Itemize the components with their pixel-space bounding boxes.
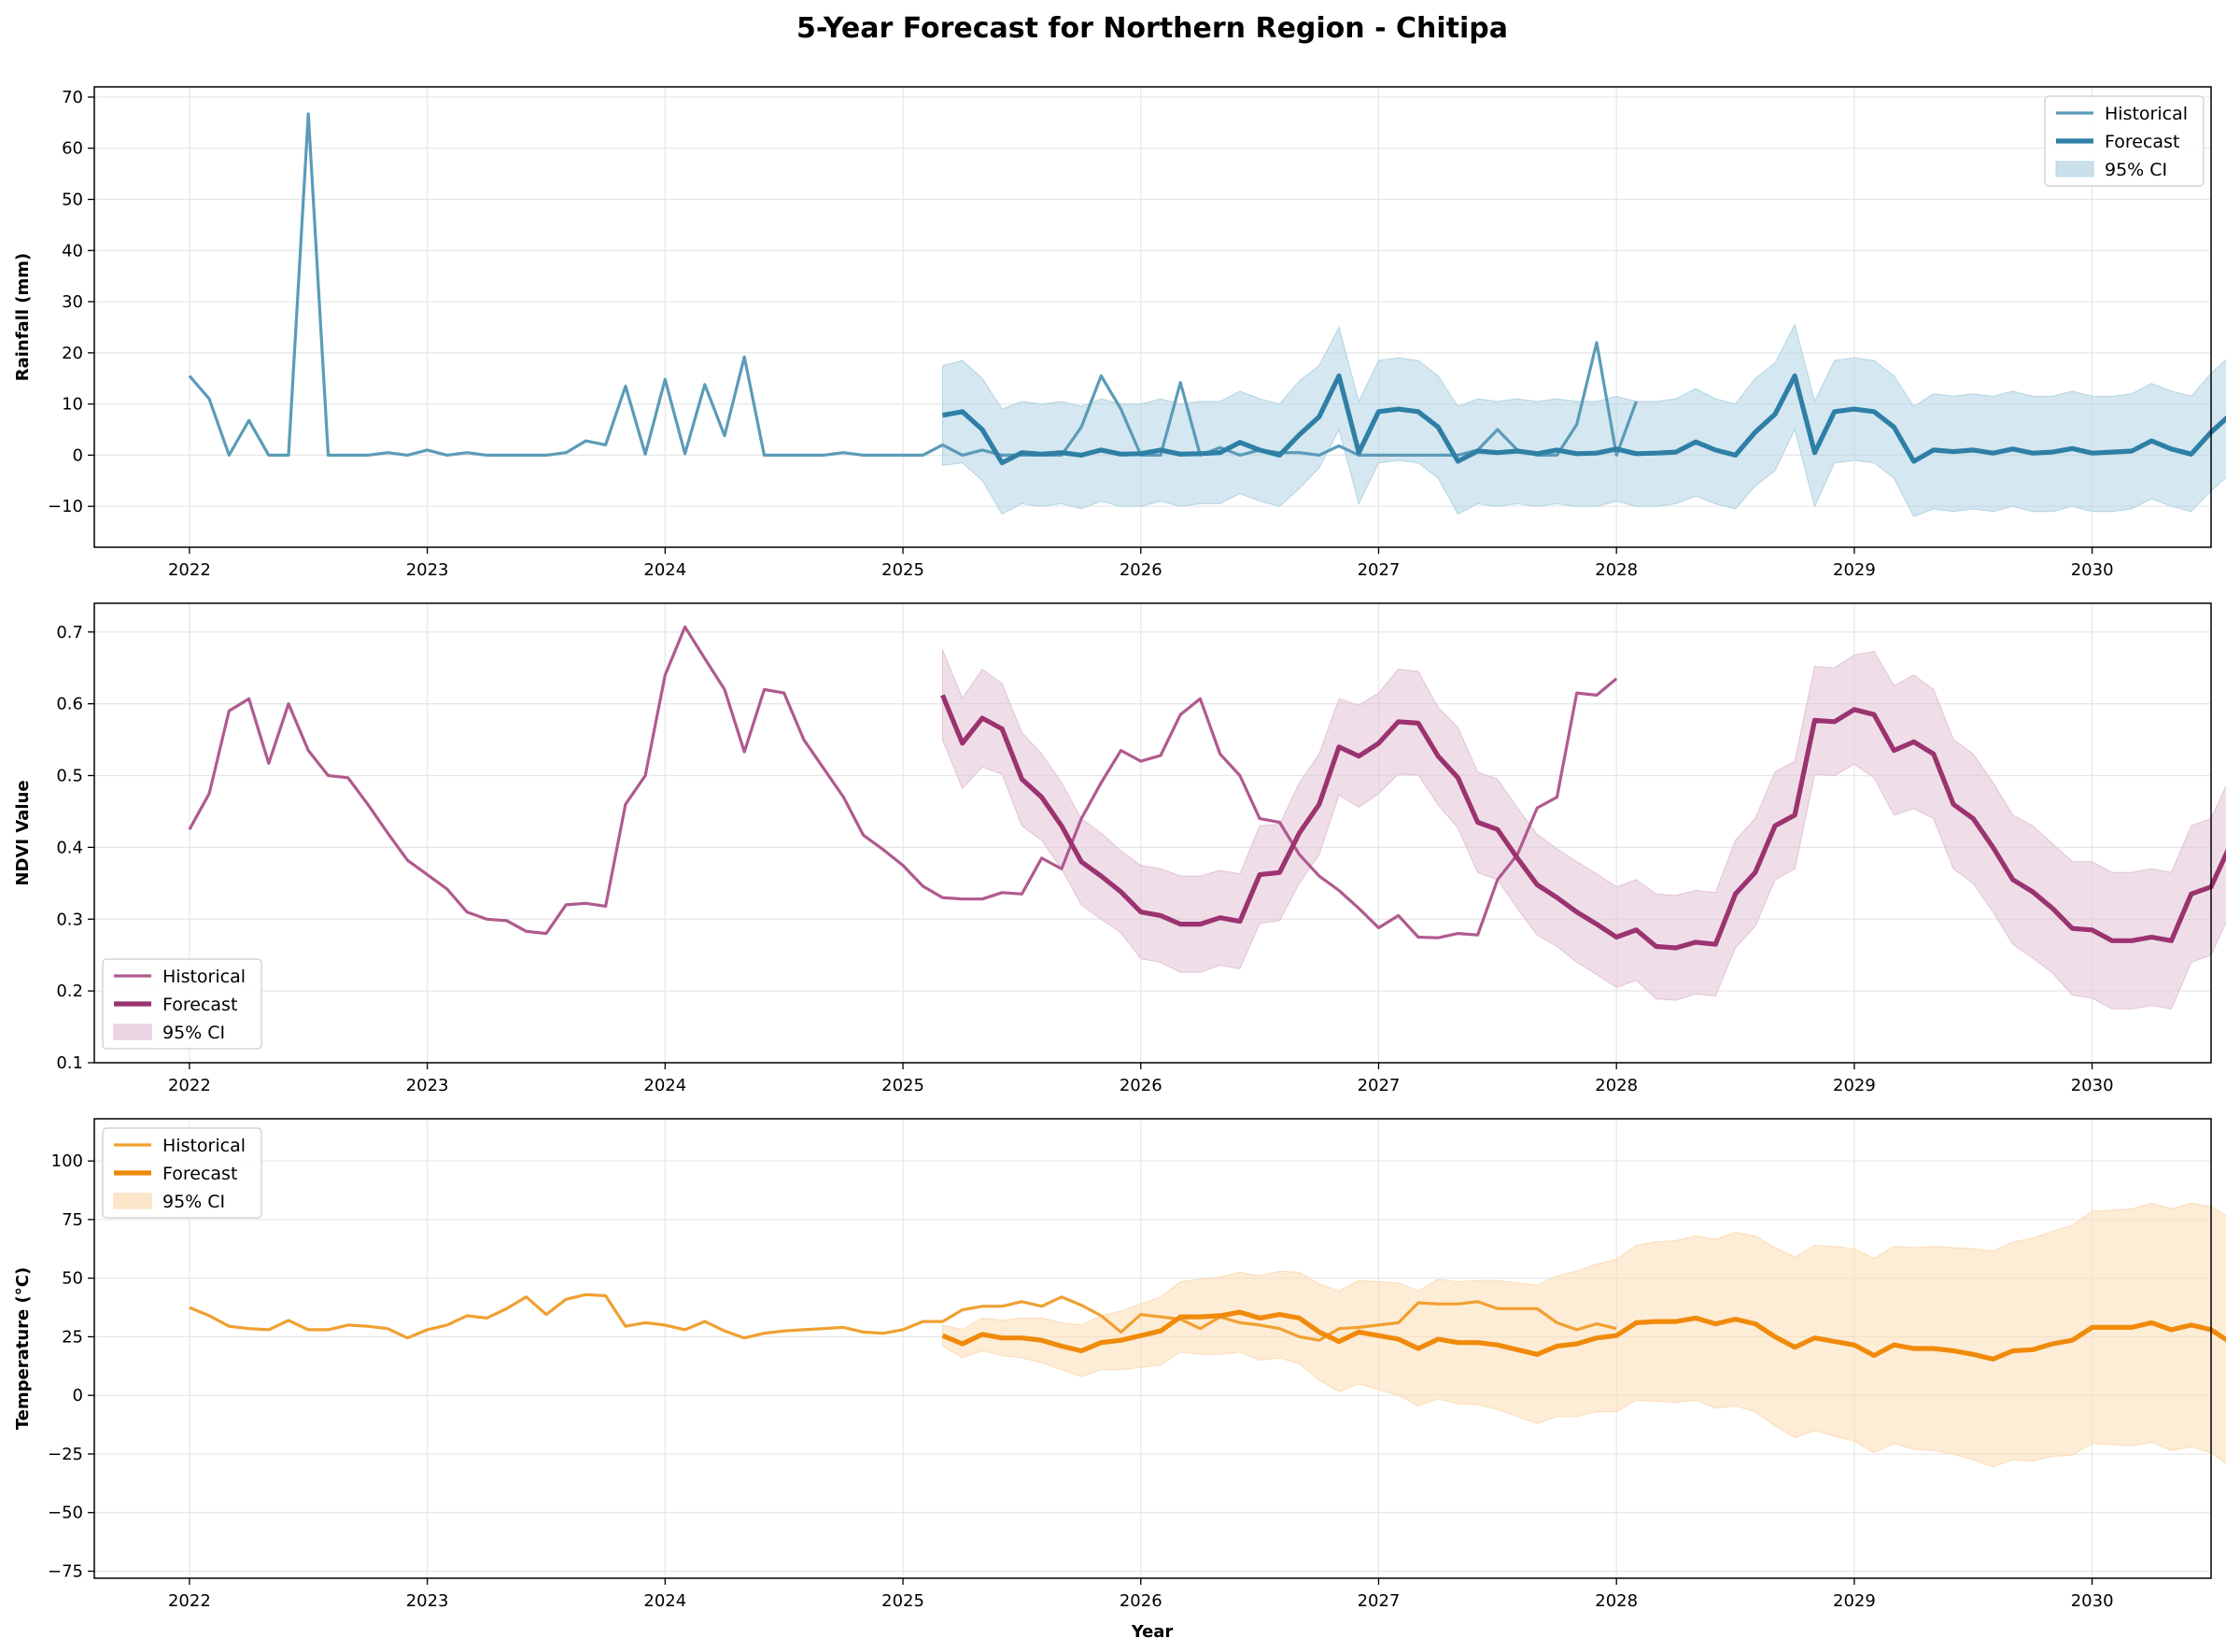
temperature-y-axis-label: Temperature (°C) — [13, 1267, 33, 1430]
rainfall-x-tick-label: 2022 — [168, 560, 211, 580]
rainfall-x-tick-label: 2024 — [643, 560, 686, 580]
rainfall-legend-ci-swatch — [2055, 161, 2094, 177]
temperature-y-tick-label: −50 — [48, 1504, 83, 1523]
temperature-panel: 2022 2023 2024 2025 2026 2027 2028 2029 2030 −75 −… — [13, 1118, 2226, 1611]
ndvi-x-tick-label: 2029 — [1833, 1076, 1876, 1095]
rainfall-y-tick-label: 40 — [62, 241, 83, 261]
rainfall-x-tick-label: 2030 — [2071, 560, 2114, 580]
temperature-x-tick-label: 2024 — [643, 1591, 686, 1611]
rainfall-y-tick-label: 20 — [62, 344, 83, 363]
rainfall-y-tick-label: 30 — [62, 292, 83, 312]
temperature-x-tick-label: 2022 — [168, 1591, 211, 1611]
ndvi-legend: Historical Forecast 95% CI — [102, 958, 262, 1050]
ndvi-x-tick-label: 2030 — [2071, 1076, 2114, 1095]
temperature-y-tick-label: 50 — [62, 1269, 83, 1289]
temperature-x-tick-label: 2023 — [406, 1591, 449, 1611]
ndvi-y-axis-label: NDVI Value — [13, 780, 33, 885]
temperature-y-tick-label: −25 — [48, 1445, 83, 1464]
temperature-legend-ci-label: 95% CI — [162, 1192, 225, 1212]
ndvi-y-tick-label: 0.2 — [56, 981, 83, 1001]
rainfall-y-tick-label: 70 — [62, 88, 83, 107]
rainfall-y-tick-label: −10 — [48, 497, 83, 516]
rainfall-ci-band — [942, 323, 2226, 517]
ndvi-forecast-line — [940, 694, 2226, 951]
temperature-x-tick-label: 2030 — [2071, 1591, 2114, 1611]
temperature-legend-historical-label: Historical — [162, 1136, 246, 1156]
ndvi-x-tick-label: 2025 — [881, 1076, 924, 1095]
figure-title: 5-Year Forecast for Northern Region - Ch… — [796, 12, 1508, 45]
ndvi-legend-ci-label: 95% CI — [162, 1023, 225, 1043]
rainfall-x-tick-label: 2029 — [1833, 560, 1876, 580]
ndvi-y-tick-label: 0.5 — [56, 767, 83, 786]
x-axis-label: Year — [1131, 1622, 1174, 1642]
rainfall-x-tick-label: 2028 — [1595, 560, 1638, 580]
rainfall-x-tick-label: 2027 — [1358, 560, 1401, 580]
rainfall-y-tick-label: 10 — [62, 395, 83, 415]
rainfall-y-tick-label: 50 — [62, 191, 83, 210]
ndvi-y-tick-label: 0.4 — [56, 838, 83, 857]
ndvi-x-tick-label: 2022 — [168, 1076, 211, 1095]
rainfall-y-axis-label: Rainfall (mm) — [13, 253, 33, 382]
temperature-axes-frame — [93, 1118, 2212, 1579]
ndvi-panel: 2022 2023 2024 2025 2026 2027 2028 2029 2030 0.1 0… — [13, 602, 2226, 1095]
rainfall-legend-historical-label: Historical — [2105, 104, 2188, 124]
temperature-x-tick-label: 2029 — [1833, 1591, 1876, 1611]
ndvi-y-tick-label: 0.3 — [56, 910, 83, 929]
temperature-legend: Historical Forecast 95% CI — [102, 1127, 262, 1219]
temperature-y-tick-label: 75 — [62, 1210, 83, 1230]
rainfall-y-tick-label: 60 — [62, 139, 83, 159]
ndvi-legend-ci-swatch — [113, 1024, 152, 1040]
temperature-historical-line — [189, 1292, 1617, 1342]
rainfall-x-tick-label: 2023 — [406, 560, 449, 580]
ndvi-legend-historical-label: Historical — [162, 967, 246, 987]
ndvi-y-tick-label: 0.7 — [56, 623, 83, 642]
rainfall-y-tick-label: 0 — [73, 445, 83, 465]
temperature-x-tick-label: 2025 — [881, 1591, 924, 1611]
ndvi-x-tick-label: 2026 — [1120, 1076, 1162, 1095]
rainfall-legend: Historical Forecast 95% CI — [2044, 95, 2205, 187]
temperature-x-tick-label: 2027 — [1358, 1591, 1401, 1611]
ndvi-x-tick-label: 2023 — [406, 1076, 449, 1095]
temperature-legend-ci-swatch — [113, 1193, 152, 1209]
ndvi-axes-frame — [93, 602, 2212, 1064]
temperature-forecast-line — [941, 1309, 2226, 1362]
temperature-y-tick-label: −75 — [48, 1561, 83, 1581]
temperature-y-tick-label: 25 — [62, 1327, 83, 1347]
rainfall-historical-line — [188, 112, 1638, 457]
temperature-y-tick-label: 100 — [51, 1151, 83, 1171]
ndvi-ci-band — [942, 649, 2226, 1010]
temperature-legend-forecast-label: Forecast — [162, 1164, 237, 1184]
rainfall-legend-forecast-label: Forecast — [2105, 132, 2179, 152]
rainfall-legend-ci-label: 95% CI — [2105, 160, 2167, 180]
rainfall-x-tick-label: 2025 — [881, 560, 924, 580]
rainfall-x-tick-label: 2026 — [1120, 560, 1162, 580]
rainfall-axes-frame — [93, 86, 2212, 548]
rainfall-forecast-line — [942, 373, 2226, 466]
ndvi-x-tick-label: 2028 — [1595, 1076, 1638, 1095]
ndvi-y-tick-label: 0.6 — [56, 695, 83, 714]
ndvi-x-tick-label: 2024 — [643, 1076, 686, 1095]
temperature-y-tick-label: 0 — [73, 1386, 83, 1405]
ndvi-historical-line — [188, 625, 1618, 939]
temperature-ci-band — [942, 1202, 2226, 1468]
temperature-x-tick-label: 2028 — [1595, 1591, 1638, 1611]
temperature-x-tick-label: 2026 — [1120, 1591, 1162, 1611]
ndvi-legend-forecast-label: Forecast — [162, 995, 237, 1015]
ndvi-x-tick-label: 2027 — [1358, 1076, 1401, 1095]
ndvi-y-tick-label: 0.1 — [56, 1053, 83, 1073]
rainfall-panel: 2022 2023 2024 2025 2026 2027 2028 2029 2030−100… — [13, 86, 2226, 580]
